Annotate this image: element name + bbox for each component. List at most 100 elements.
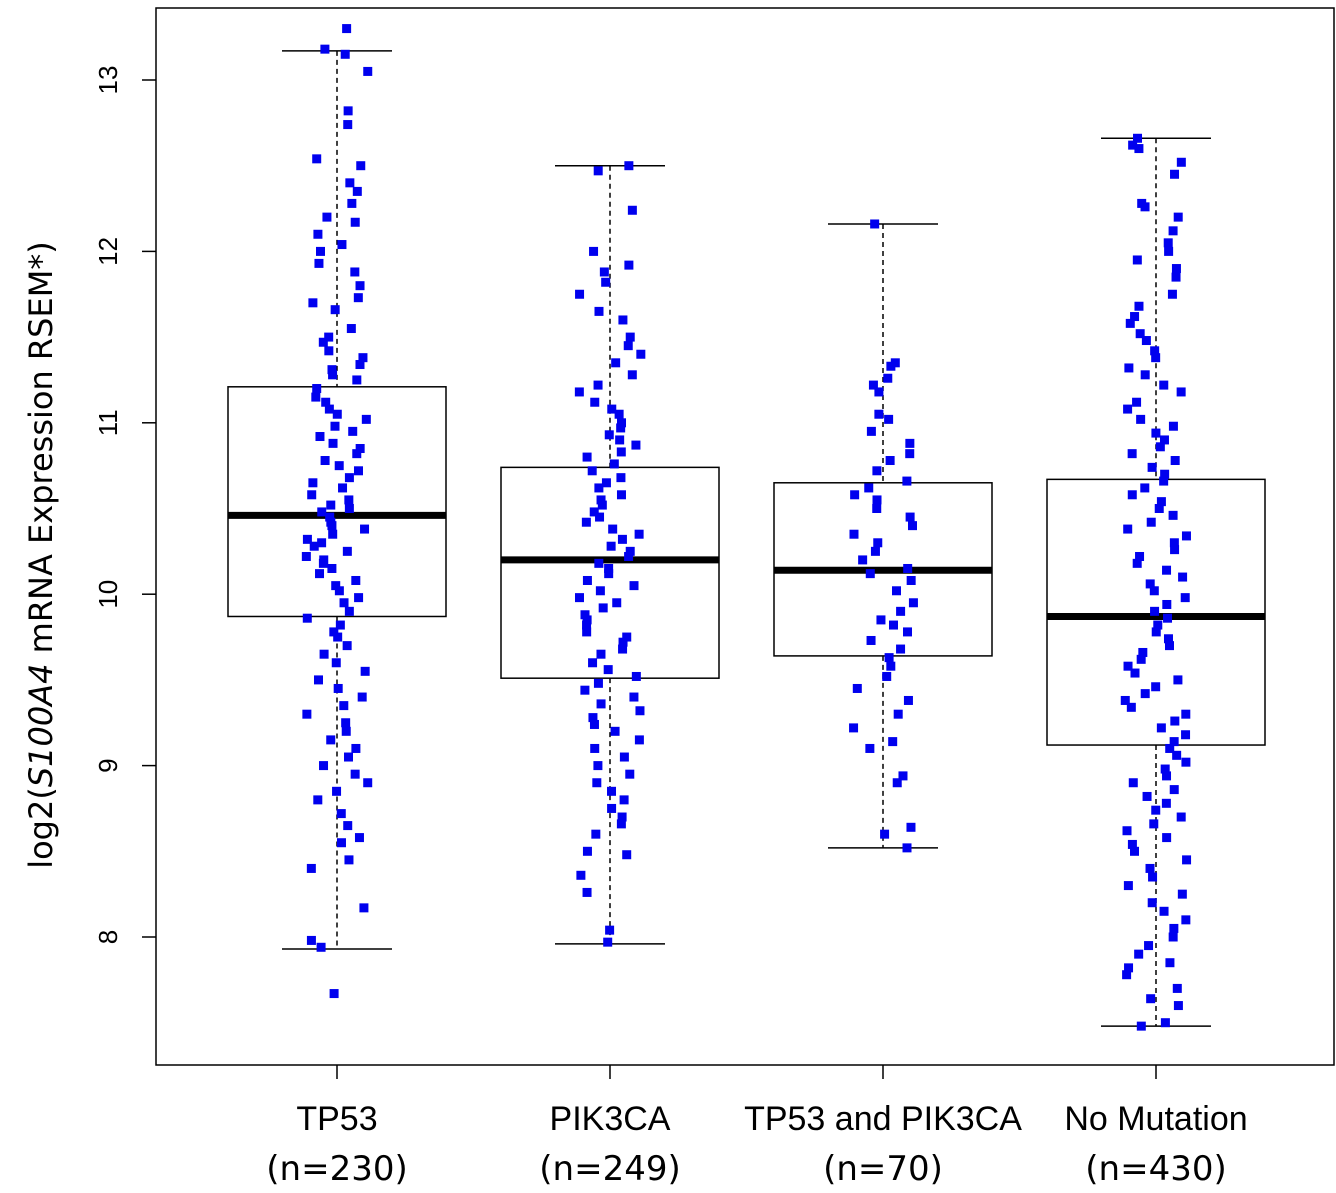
data-point: [1147, 898, 1157, 908]
data-point: [341, 726, 351, 736]
data-point: [905, 512, 915, 522]
data-point: [616, 490, 626, 500]
data-point: [327, 521, 337, 531]
data-point: [591, 829, 601, 839]
data-point: [634, 735, 644, 745]
data-point: [315, 569, 325, 579]
data-point: [1144, 941, 1154, 951]
data-point: [582, 846, 592, 856]
data-point: [328, 529, 338, 539]
data-point: [617, 418, 627, 428]
data-point: [627, 370, 637, 380]
data-point: [1148, 872, 1158, 882]
data-point: [866, 426, 876, 436]
data-point: [902, 843, 912, 853]
data-point: [346, 324, 356, 334]
data-point: [595, 512, 605, 522]
data-point: [314, 258, 324, 268]
data-point: [593, 166, 603, 176]
data-point: [590, 397, 600, 407]
data-point: [902, 476, 912, 486]
data-point: [343, 106, 353, 116]
data-point: [326, 735, 336, 745]
data-point: [335, 620, 345, 630]
data-point: [1160, 469, 1170, 479]
data-point: [353, 466, 363, 476]
data-point: [1160, 1018, 1170, 1028]
data-point: [581, 517, 591, 527]
data-point: [636, 349, 646, 359]
data-point: [631, 440, 641, 450]
data-point: [607, 786, 617, 796]
data-point: [1149, 586, 1159, 596]
data-point: [852, 683, 862, 693]
data-point: [1132, 558, 1142, 568]
data-point: [1156, 723, 1166, 733]
data-point: [594, 483, 604, 493]
data-point: [1171, 264, 1181, 274]
data-point: [903, 563, 913, 573]
data-point: [1136, 654, 1146, 664]
data-point: [1151, 682, 1161, 692]
data-point: [609, 459, 619, 469]
data-point: [1169, 538, 1179, 548]
data-point: [616, 819, 626, 829]
data-point: [1162, 833, 1172, 843]
data-point: [1173, 212, 1183, 222]
data-point: [356, 161, 366, 171]
data-point: [321, 397, 331, 407]
data-point: [351, 575, 361, 585]
y-tick-label: 11: [93, 409, 123, 436]
data-point: [1162, 599, 1172, 609]
data-point: [905, 438, 915, 448]
data-point: [885, 456, 895, 466]
data-point: [333, 632, 343, 642]
data-point: [301, 551, 311, 561]
data-point: [582, 615, 592, 625]
data-point: [1169, 923, 1179, 933]
data-point: [580, 610, 590, 620]
data-point: [593, 678, 603, 688]
data-point: [1162, 565, 1172, 575]
data-point: [337, 240, 347, 250]
data-point: [353, 293, 363, 303]
data-point: [582, 627, 592, 637]
data-point: [350, 267, 360, 277]
data-point: [1167, 289, 1177, 299]
data-point: [588, 713, 598, 723]
data-point: [363, 778, 373, 788]
data-point: [1170, 545, 1180, 555]
x-axis: TP53 (n=230) PIK3CA (n=249) TP53 and PIK3CA (…: [266, 1065, 1248, 1189]
data-point: [344, 495, 354, 505]
data-point: [625, 332, 635, 342]
x-category-label: PIK3CA: [550, 1100, 671, 1138]
data-point: [348, 426, 358, 436]
data-point: [598, 603, 608, 613]
data-point: [593, 380, 603, 390]
data-point: [1122, 970, 1132, 980]
data-point: [319, 649, 329, 659]
data-point: [1149, 819, 1159, 829]
data-point: [318, 558, 328, 568]
data-point: [634, 529, 644, 539]
data-point: [351, 743, 361, 753]
data-point: [1154, 504, 1164, 513]
data-point: [886, 661, 896, 671]
data-point: [582, 887, 592, 897]
data-point: [596, 699, 606, 709]
data-point: [328, 370, 338, 380]
data-point: [618, 644, 628, 654]
data-point: [594, 306, 604, 316]
data-point: [604, 569, 614, 579]
data-point: [1140, 483, 1150, 493]
data-point: [1123, 404, 1133, 414]
data-point: [582, 575, 592, 585]
data-point: [872, 504, 882, 513]
data-point: [1160, 764, 1170, 774]
data-point: [593, 761, 603, 771]
data-point: [352, 375, 362, 385]
data-point: [332, 409, 342, 419]
data-point: [1132, 397, 1142, 407]
data-point: [594, 558, 604, 568]
